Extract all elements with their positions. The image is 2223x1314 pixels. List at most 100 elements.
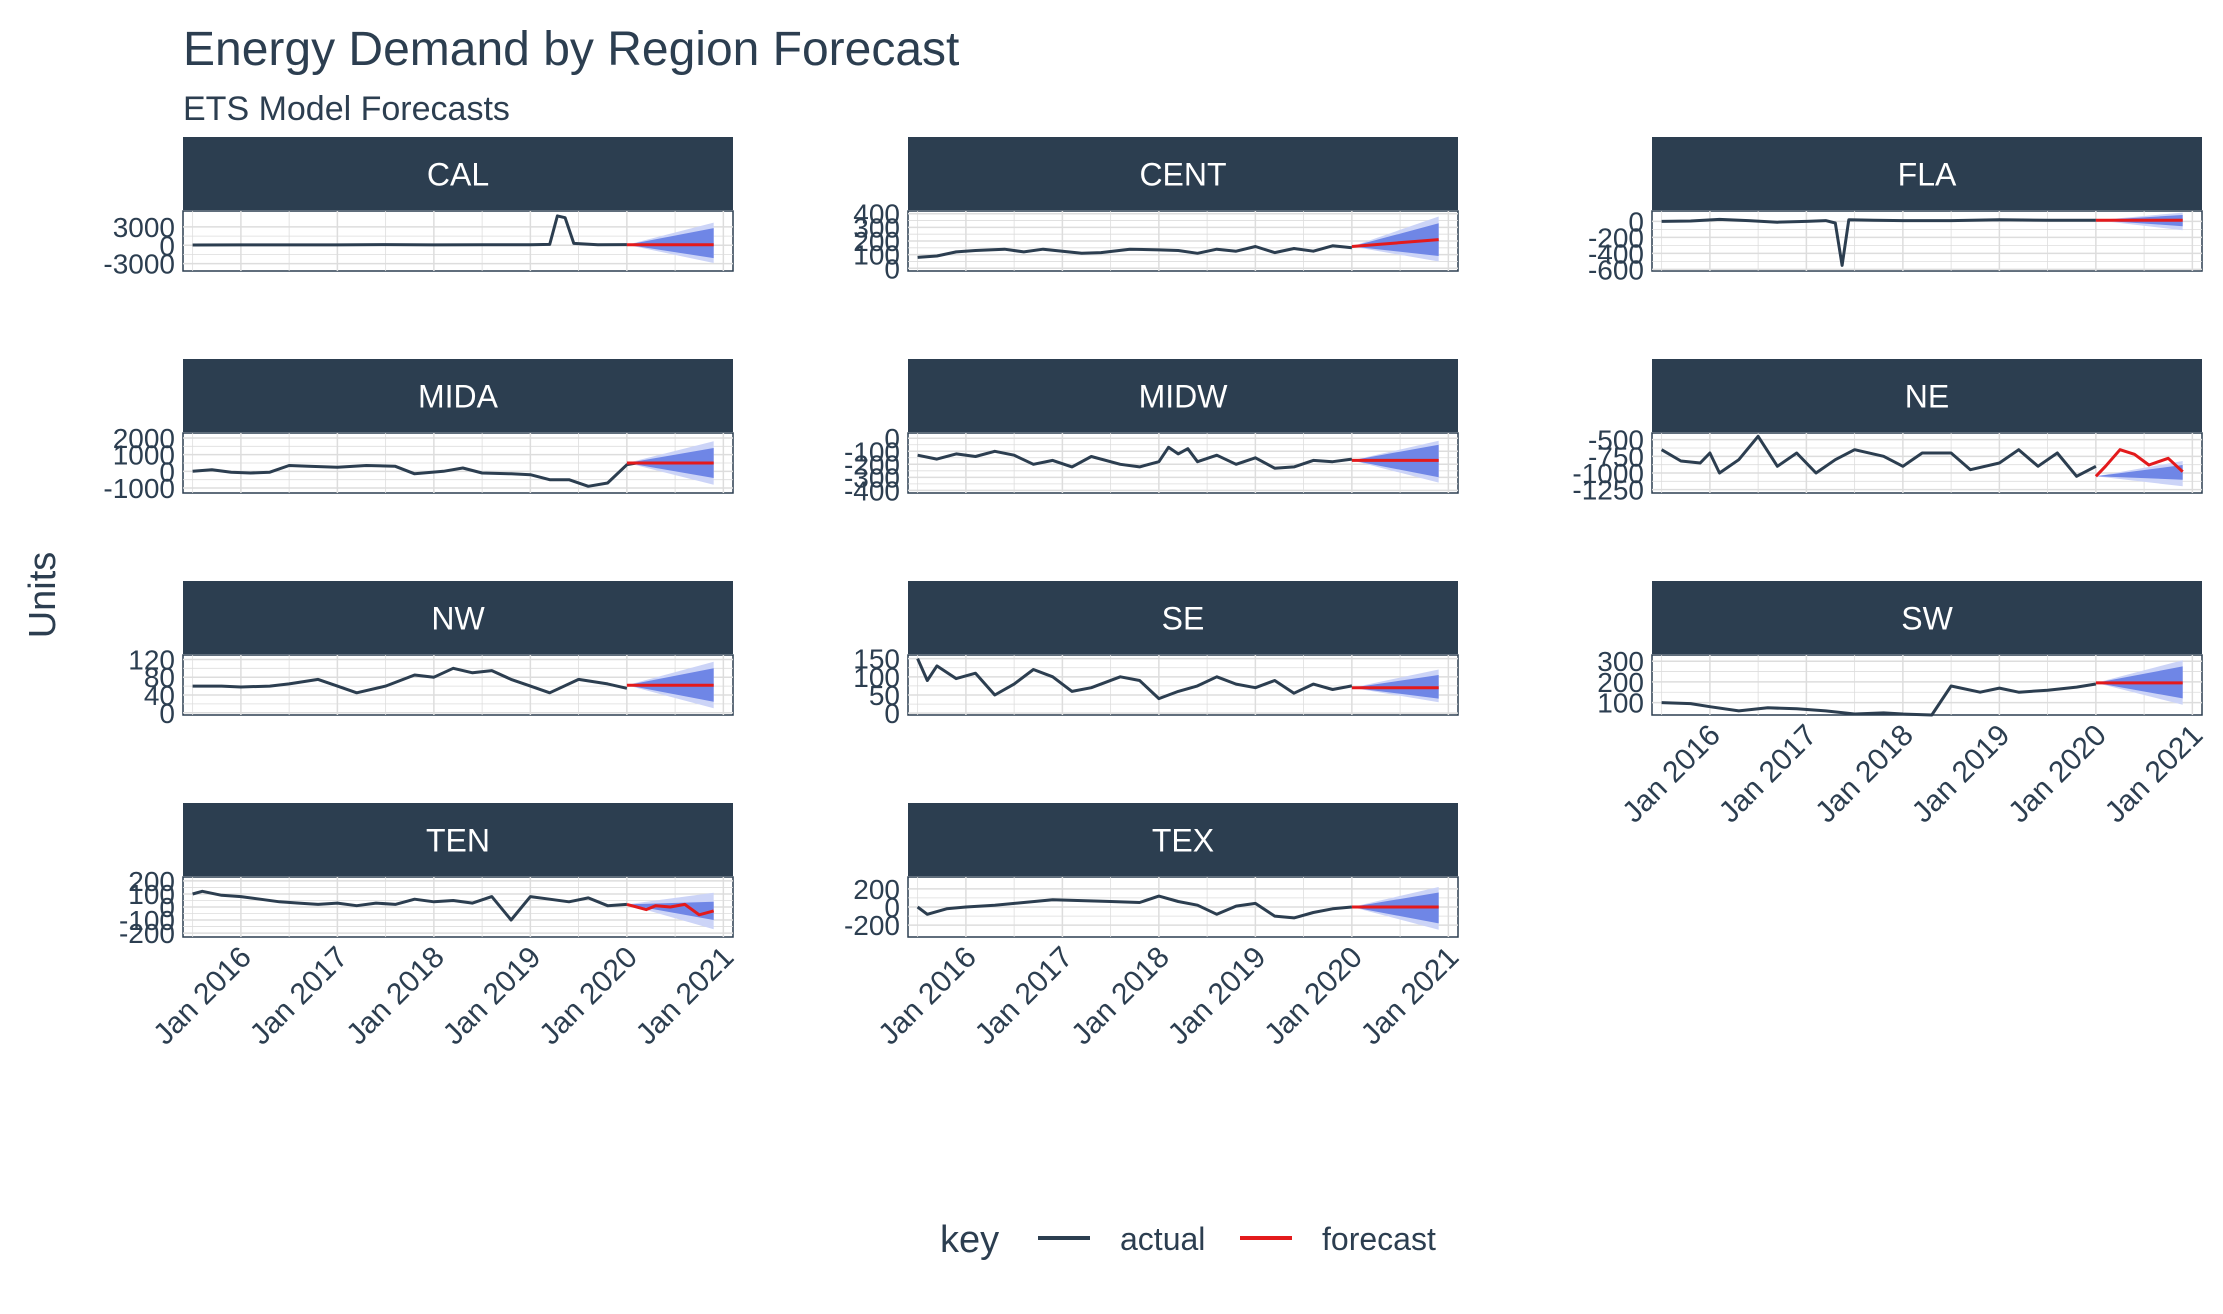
x-tick-label-tex: Jan 2019 xyxy=(1162,941,1273,1052)
y-tick-label-cent: 300 xyxy=(853,212,900,243)
x-tick-label-ten: Jan 2021 xyxy=(630,941,741,1052)
actual-line-ne xyxy=(1660,434,2097,478)
plot-area-cal xyxy=(182,210,734,272)
forecast-line-cent xyxy=(1351,238,1439,248)
strip-label-ne: NE xyxy=(1905,379,1949,415)
y-tick-label-tex: -200 xyxy=(844,910,900,941)
chart-title: Energy Demand by Region Forecast xyxy=(183,23,959,76)
strip-fla xyxy=(1652,137,2202,210)
strip-ten xyxy=(183,803,733,876)
facet-panels: CAL-300003000CENT0100200300400FLA-600-40… xyxy=(103,137,2209,1051)
strip-label-midw: MIDW xyxy=(1139,379,1229,415)
x-tick-label-sw: Jan 2018 xyxy=(1809,719,1920,830)
y-tick-label-fla: -600 xyxy=(1588,254,1644,285)
y-tick-label-sw: 300 xyxy=(1597,646,1644,677)
band-80-cal xyxy=(626,228,714,259)
y-tick-label-fla: -400 xyxy=(1588,238,1644,269)
strip-label-se: SE xyxy=(1162,601,1205,637)
y-tick-label-mida: 0 xyxy=(159,456,175,487)
panel-midw: MIDW -400-300-200-1000 xyxy=(844,359,1459,506)
legend-title: key xyxy=(940,1219,999,1261)
y-tick-label-ten: -200 xyxy=(119,918,175,949)
strip-nw xyxy=(183,581,733,654)
y-tick-label-cent: 200 xyxy=(853,226,900,257)
forecast-line-ne xyxy=(2094,448,2184,478)
actual-line-tex xyxy=(916,894,1353,920)
strip-label-tex: TEX xyxy=(1152,823,1214,859)
y-tick-label-cent: 100 xyxy=(853,240,900,271)
y-tick-label-midw: -200 xyxy=(844,449,900,480)
y-tick-label-fla: 0 xyxy=(1628,206,1644,237)
y-tick-label-se: 50 xyxy=(869,680,900,711)
x-tick-label-tex: Jan 2020 xyxy=(1258,941,1369,1052)
y-tick-label-mida: 1000 xyxy=(113,440,175,471)
strip-ne xyxy=(1652,359,2202,432)
x-tick-label-sw: Jan 2019 xyxy=(1906,719,2017,830)
legend-forecast-label: forecast xyxy=(1322,1221,1436,1257)
y-tick-label-nw: 40 xyxy=(144,680,175,711)
y-tick-label-nw: 120 xyxy=(128,644,175,675)
strip-label-ten: TEN xyxy=(426,823,490,859)
x-tick-label-sw: Jan 2017 xyxy=(1713,719,1824,830)
y-tick-label-tex: 200 xyxy=(853,874,900,905)
band-80-ten xyxy=(626,901,714,920)
y-tick-label-ne: -1250 xyxy=(1572,475,1644,506)
y-tick-label-cal: 0 xyxy=(159,230,175,261)
y-axis-label: Units xyxy=(22,552,64,639)
strip-tex xyxy=(908,803,1458,876)
y-tick-label-midw: 0 xyxy=(884,423,900,454)
x-tick-label-ten: Jan 2016 xyxy=(147,941,258,1052)
x-tick-label-tex: Jan 2016 xyxy=(872,941,983,1052)
y-tick-label-midw: -100 xyxy=(844,436,900,467)
y-tick-label-cal: -3000 xyxy=(103,249,175,280)
y-tick-label-se: 100 xyxy=(853,662,900,693)
y-tick-label-nw: 0 xyxy=(159,698,175,729)
x-tick-label-ten: Jan 2018 xyxy=(340,941,451,1052)
x-tick-label-sw: Jan 2020 xyxy=(2002,719,2113,830)
strip-se xyxy=(908,581,1458,654)
x-tick-label-sw: Jan 2016 xyxy=(1616,719,1727,830)
actual-line-sw xyxy=(1661,682,2097,717)
y-tick-label-cal: 3000 xyxy=(113,212,175,243)
strip-label-sw: SW xyxy=(1901,601,1953,637)
strip-label-mida: MIDA xyxy=(418,379,499,415)
y-tick-label-ten: 100 xyxy=(128,879,175,910)
x-tick-label-ten: Jan 2017 xyxy=(244,941,355,1052)
strip-label-cent: CENT xyxy=(1139,157,1226,193)
strip-label-fla: FLA xyxy=(1898,157,1957,193)
y-tick-label-ne: -1000 xyxy=(1572,458,1644,489)
actual-line-mida xyxy=(192,461,637,488)
strip-cal xyxy=(183,137,733,210)
band-80-cent xyxy=(1351,223,1439,256)
chart-subtitle: ETS Model Forecasts xyxy=(183,90,510,128)
actual-line-fla xyxy=(1661,217,2096,267)
x-tick-label-tex: Jan 2018 xyxy=(1065,941,1176,1052)
x-tick-label-ten: Jan 2019 xyxy=(437,941,548,1052)
band-80-ne xyxy=(2095,465,2183,480)
y-tick-label-nw: 80 xyxy=(144,662,175,693)
actual-line-midw xyxy=(917,445,1353,470)
y-tick-label-mida: -1000 xyxy=(103,473,175,504)
y-tick-label-midw: -300 xyxy=(844,462,900,493)
y-tick-label-se: 150 xyxy=(853,644,900,675)
actual-line-se xyxy=(916,657,1353,701)
strip-sw xyxy=(1652,581,2202,654)
panel-ne: NE -1250-1000-750-500 xyxy=(1572,359,2203,506)
x-tick-label-tex: Jan 2021 xyxy=(1355,941,1466,1052)
x-tick-label-sw: Jan 2021 xyxy=(2099,719,2210,830)
legend-actual-label: actual xyxy=(1120,1221,1205,1257)
strip-cent xyxy=(908,137,1458,210)
actual-line-nw xyxy=(192,666,628,695)
y-tick-label-midw: -400 xyxy=(844,475,900,506)
y-tick-label-ten: 0 xyxy=(159,892,175,923)
x-tick-label-tex: Jan 2017 xyxy=(969,941,1080,1052)
legend: key actual forecast xyxy=(940,1219,1436,1261)
y-tick-label-ten: -100 xyxy=(119,905,175,936)
